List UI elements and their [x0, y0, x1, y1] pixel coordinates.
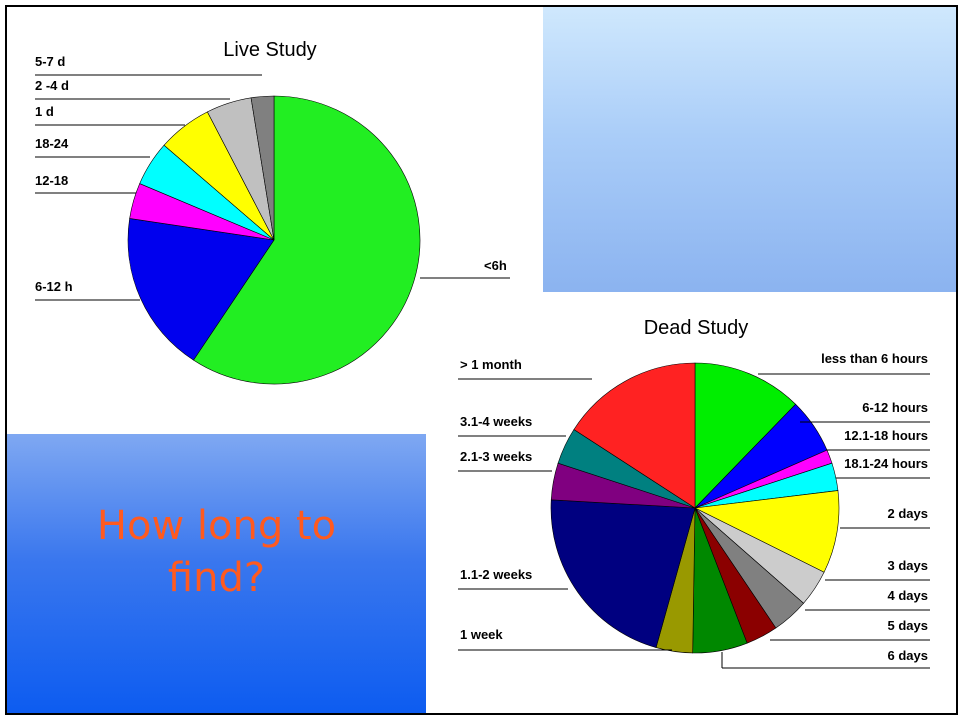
dead-label-1-month: > 1 month — [460, 357, 522, 372]
live-study-title: Live Study — [223, 39, 316, 61]
live-slice-6h — [193, 95, 421, 385]
live-label-1-d: 1 d — [35, 104, 54, 119]
live-label-12-18: 12-18 — [35, 173, 68, 188]
dead-label-3-days: 3 days — [888, 558, 928, 573]
dead-label-18-1-24-hours: 18.1-24 hours — [844, 456, 928, 471]
live-study-chart: Live Study <6h 6-12 h 12-18 18-24 1 d 2 -4 d 5… — [35, 39, 510, 385]
live-slice-5-7-d — [250, 95, 275, 241]
dead-label-4-days: 4 days — [888, 588, 928, 603]
blue-gradient-panel — [7, 434, 426, 713]
dead-label-3-1-4-weeks: 3.1-4 weeks — [460, 414, 532, 429]
dead-slice-2-days — [693, 490, 840, 573]
live-label-2-4-d: 2 -4 d — [35, 78, 69, 93]
dead-label-6-days: 6 days — [888, 648, 928, 663]
sky-gradient-panel — [543, 7, 956, 292]
dead-label-less-than-6-hours: less than 6 hours — [821, 351, 928, 366]
live-label-5-7-d: 5-7 d — [35, 54, 65, 69]
dead-label-5-days: 5 days — [888, 618, 928, 633]
dead-study-chart: Dead Study less than 6 hours 6-12 hours 12… — [458, 317, 930, 669]
question-text: How long to find? — [96, 503, 337, 601]
dead-label-12-1-18-hours: 12.1-18 hours — [844, 428, 928, 443]
slide-frame — [5, 5, 958, 715]
dead-label-1-week: 1 week — [460, 627, 503, 642]
live-label-6-12-h: 6-12 h — [35, 279, 73, 294]
live-label-18-24: 18-24 — [35, 136, 69, 151]
dead-study-title: Dead Study — [644, 317, 749, 339]
dead-slice-less-than-6-hours — [694, 362, 797, 509]
live-slice-6-12-h — [127, 218, 275, 361]
dead-label-2-1-3-weeks: 2.1-3 weeks — [460, 449, 532, 464]
dead-label-1-1-2-weeks: 1.1-2 weeks — [460, 567, 532, 582]
dead-label-6-12-hours: 6-12 hours — [862, 400, 928, 415]
dead-label-2-days: 2 days — [888, 506, 928, 521]
dead-slice-1-1-2-weeks — [550, 499, 696, 648]
dead-slice-1-month — [573, 362, 696, 509]
live-label-6h: <6h — [484, 258, 507, 273]
